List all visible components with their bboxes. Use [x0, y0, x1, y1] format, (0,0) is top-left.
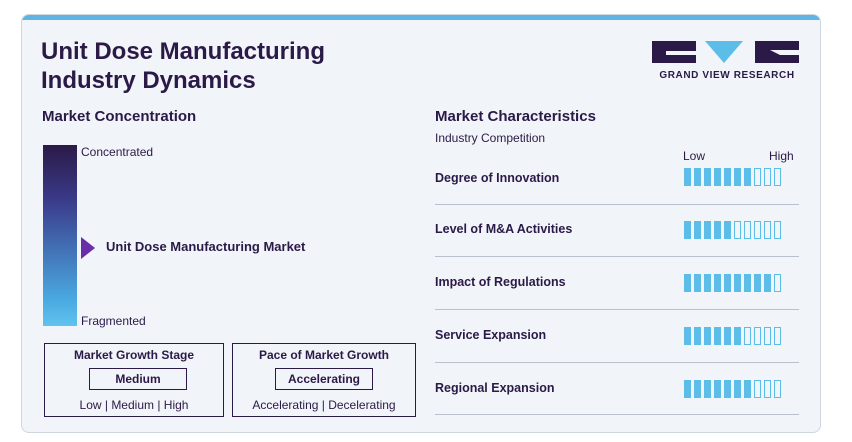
market-characteristics-heading: Market Characteristics: [435, 108, 596, 125]
meter-segment-filled: [724, 327, 731, 345]
meter-segment-filled: [684, 168, 691, 186]
meter-segment-empty: [754, 221, 761, 239]
meter-segment-filled: [694, 380, 701, 398]
top-accent-bar: [22, 15, 820, 20]
meter-segment-filled: [694, 221, 701, 239]
meter-segment-filled: [724, 168, 731, 186]
row-divider: [435, 309, 799, 310]
row-divider: [435, 414, 799, 415]
meter-segment-filled: [724, 274, 731, 292]
meter-segment-empty: [744, 221, 751, 239]
meter-segment-empty: [764, 380, 771, 398]
meter-segment-filled: [714, 380, 721, 398]
growth-stage-value: Medium: [89, 368, 187, 390]
meter-segment-filled: [714, 274, 721, 292]
page-title: Unit Dose Manufacturing Industry Dynamic…: [41, 38, 326, 94]
meter-segment-filled: [724, 380, 731, 398]
meter-segment-filled: [704, 221, 711, 239]
market-position-label: Unit Dose Manufacturing Market: [106, 239, 306, 254]
characteristic-meter: [684, 168, 781, 186]
characteristic-label: Regional Expansion: [435, 381, 555, 395]
meter-segment-filled: [734, 168, 741, 186]
meter-segment-filled: [694, 274, 701, 292]
meter-segment-filled: [714, 221, 721, 239]
meter-segment-empty: [774, 221, 781, 239]
grand-view-research-logo: [652, 41, 799, 63]
meter-segment-filled: [704, 380, 711, 398]
meter-segment-filled: [704, 168, 711, 186]
meter-segment-empty: [764, 327, 771, 345]
meter-segment-empty: [774, 327, 781, 345]
meter-segment-empty: [744, 327, 751, 345]
meter-segment-empty: [764, 221, 771, 239]
meter-segment-filled: [704, 327, 711, 345]
meter-segment-filled: [744, 168, 751, 186]
meter-segment-empty: [764, 168, 771, 186]
meter-segment-filled: [684, 380, 691, 398]
characteristic-meter: [684, 380, 781, 398]
scale-high-label: High: [769, 149, 794, 163]
meter-segment-filled: [754, 274, 761, 292]
growth-stage-options: Low | Medium | High: [79, 398, 189, 412]
meter-segment-filled: [704, 274, 711, 292]
concentration-gradient-bar: [43, 145, 77, 326]
characteristic-meter: [684, 327, 781, 345]
growth-pace-title: Pace of Market Growth: [258, 348, 390, 362]
meter-segment-empty: [774, 380, 781, 398]
meter-segment-empty: [754, 327, 761, 345]
meter-segment-filled: [724, 221, 731, 239]
meter-segment-filled: [734, 380, 741, 398]
meter-segment-filled: [734, 274, 741, 292]
meter-segment-filled: [764, 274, 771, 292]
meter-segment-filled: [694, 327, 701, 345]
meter-segment-filled: [734, 327, 741, 345]
growth-pace-box: Pace of Market Growth Accelerating Accel…: [232, 343, 416, 417]
meter-segment-empty: [774, 168, 781, 186]
scale-low-label: Low: [683, 149, 706, 163]
market-pointer-icon: [81, 237, 95, 259]
meter-segment-filled: [684, 221, 691, 239]
logo-text: GRAND VIEW RESEARCH: [659, 70, 795, 81]
market-concentration-heading: Market Concentration: [42, 108, 197, 125]
characteristic-label: Level of M&A Activities: [435, 222, 573, 236]
concentrated-label: Concentrated: [81, 145, 154, 159]
meter-segment-filled: [744, 274, 751, 292]
meter-segment-filled: [684, 327, 691, 345]
meter-segment-filled: [694, 168, 701, 186]
meter-segment-filled: [714, 168, 721, 186]
meter-segment-empty: [754, 168, 761, 186]
growth-stage-box: Market Growth Stage Medium Low | Medium …: [44, 343, 224, 417]
characteristic-meter: [684, 221, 781, 239]
characteristic-label: Impact of Regulations: [435, 275, 566, 289]
meter-segment-filled: [714, 327, 721, 345]
growth-pace-options: Accelerating | Decelerating: [252, 398, 396, 412]
meter-segment-empty: [774, 274, 781, 292]
fragmented-label: Fragmented: [81, 314, 146, 328]
growth-stage-title: Market Growth Stage: [73, 348, 195, 362]
meter-segment-filled: [744, 380, 751, 398]
characteristic-meter: [684, 274, 781, 292]
dynamics-card: Unit Dose Manufacturing Industry Dynamic…: [21, 14, 821, 433]
row-divider: [435, 204, 799, 205]
row-divider: [435, 256, 799, 257]
meter-segment-filled: [684, 274, 691, 292]
meter-segment-empty: [734, 221, 741, 239]
characteristic-label: Degree of Innovation: [435, 171, 560, 185]
characteristic-label: Service Expansion: [435, 328, 547, 342]
growth-pace-value: Accelerating: [275, 368, 373, 390]
row-divider: [435, 362, 799, 363]
meter-segment-empty: [754, 380, 761, 398]
industry-competition-label: Industry Competition: [435, 131, 546, 145]
